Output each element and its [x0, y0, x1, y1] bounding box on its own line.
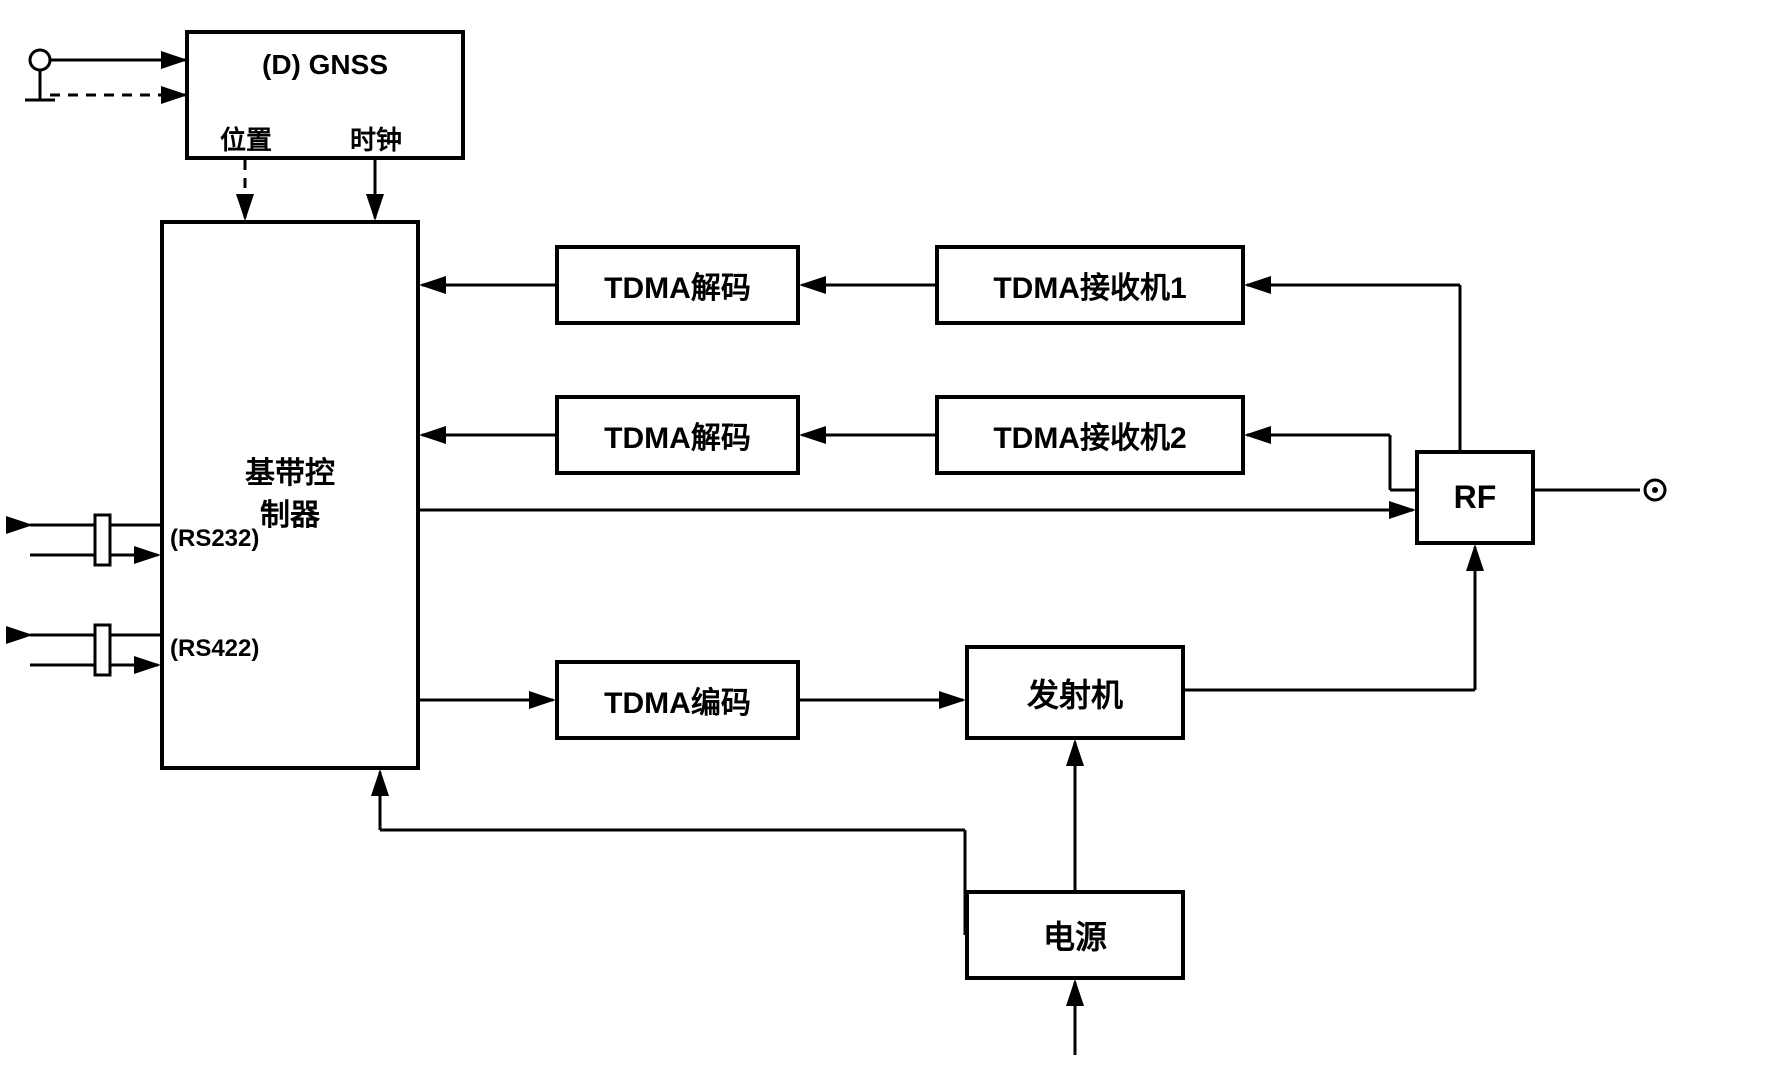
rf-block: RF [1415, 450, 1535, 545]
rs232-label: (RS232) [170, 525, 259, 553]
encode-label: TDMA编码 [604, 678, 751, 722]
rx2-label: TDMA接收机2 [993, 413, 1186, 457]
gnss-clk-label: 时钟 [350, 120, 402, 157]
decode2-label: TDMA解码 [604, 413, 751, 457]
tx-block: 发射机 [965, 645, 1185, 740]
decode1-block: TDMA解码 [555, 245, 800, 325]
rx1-block: TDMA接收机1 [935, 245, 1245, 325]
rf-label: RF [1454, 479, 1497, 516]
baseband-block: 基带控 制器 [160, 220, 420, 770]
decode2-block: TDMA解码 [555, 395, 800, 475]
gnss-label: (D) GNSS [262, 49, 388, 81]
tx-label: 发射机 [1027, 670, 1123, 716]
rx1-label: TDMA接收机1 [993, 263, 1186, 307]
gnss-pos-label: 位置 [220, 120, 272, 157]
power-label: 电源 [1043, 912, 1107, 958]
rx2-block: TDMA接收机2 [935, 395, 1245, 475]
encode-block: TDMA编码 [555, 660, 800, 740]
power-block: 电源 [965, 890, 1185, 980]
decode1-label: TDMA解码 [604, 263, 751, 307]
rs422-label: (RS422) [170, 635, 259, 663]
